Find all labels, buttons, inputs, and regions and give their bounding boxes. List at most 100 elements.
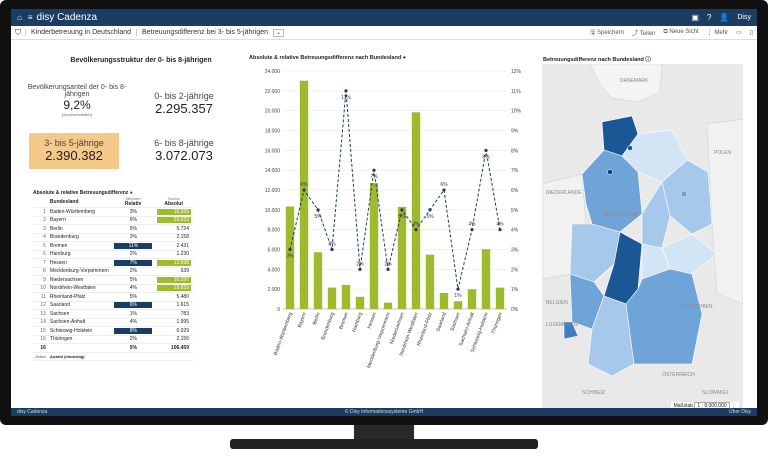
col-rel-header[interactable]: Mittelwert Relativ <box>111 197 155 208</box>
bar <box>495 287 505 309</box>
map-title: Betreuungsdifferenz nach Bundesland ⓘ <box>543 57 651 63</box>
table-row[interactable]: 13 Sachsen 1% 783 <box>33 309 193 319</box>
new-view-icon: ⧉ <box>663 29 668 35</box>
rows-label: Zeilen <box>33 352 48 361</box>
row-number: 16 <box>33 335 48 344</box>
share-button[interactable]: ⤴ Teilen <box>632 31 656 37</box>
germany-map[interactable]: DANEMARK POLEN NIEDERLANDE DEUTSCHLAND BELGI… <box>542 64 743 412</box>
point-label: 5% <box>426 214 434 220</box>
row-rel: 5% <box>111 275 155 285</box>
y-tick-label: 0 <box>277 307 280 313</box>
chevron-down-icon[interactable]: ⌄ <box>272 28 284 37</box>
table-row[interactable]: 7 Hessen 7% 12.698 <box>33 258 193 268</box>
state-sachsen[interactable] <box>661 233 718 275</box>
row-state: Baden-Württemberg <box>47 207 112 217</box>
state-berlin[interactable] <box>680 190 688 198</box>
row-number: 15 <box>33 326 48 336</box>
row-state: Thüringen <box>47 335 112 344</box>
footer-left: disy Cadenza <box>17 409 48 415</box>
breadcrumb-project[interactable]: Kinderbetreuung in Deutschland <box>25 29 136 36</box>
info-icon[interactable]: ⓘ <box>645 57 651 63</box>
kpi-age-3-5-label: 3- bis 5-jährige <box>44 138 104 148</box>
x-tick-label: Hessen <box>366 311 378 329</box>
row-number: 13 <box>33 309 48 319</box>
row-abs: 2.158 <box>154 233 193 242</box>
table-row[interactable]: 14 Sachsen-Anhalt 4% 1.995 <box>33 318 193 327</box>
table-row[interactable]: 1 Baden-Württemberg 3% 10.335 <box>33 207 193 217</box>
y2-tick-label: 11% <box>511 89 521 95</box>
map-country-label: BELGIEN <box>546 300 568 306</box>
line-point <box>302 188 306 192</box>
row-rel: 5% <box>111 292 155 302</box>
breadcrumb-view[interactable]: Betreuungsdifferenz bei 3- bis 5-jährige… <box>136 29 273 36</box>
kpi-age-3-5[interactable]: 3- bis 5-jährige 2.390.382 <box>29 133 119 169</box>
table-row[interactable]: 9 Niedersachsen 5% 10.297 <box>33 275 193 285</box>
state-saarland[interactable] <box>563 321 579 340</box>
row-state: Sachsen-Anhalt <box>47 318 112 327</box>
line-point <box>330 247 334 252</box>
x-tick-label: Berlin <box>312 311 322 325</box>
row-abs: 2.156 <box>154 335 193 344</box>
more-button[interactable]: ⋮ Mehr <box>706 30 729 36</box>
table-row[interactable]: 4 Brandenburg 3% 2.158 <box>33 233 193 242</box>
col-abs-header[interactable]: Summe Absolut <box>154 197 193 208</box>
table-row[interactable]: 3 Berlin 5% 5.724 <box>33 224 193 234</box>
footer-about-link[interactable]: Über Disy <box>729 409 751 415</box>
line-point <box>484 148 488 152</box>
save-icon: 🖫 <box>590 29 596 36</box>
table-row[interactable]: 16 Thüringen 2% 2.156 <box>33 335 193 344</box>
table-row[interactable]: 12 Saarland 6% 1.615 <box>33 301 193 310</box>
col-state-header[interactable]: Bundesland <box>47 197 112 208</box>
top-bar: ⌂ ≡ disy Cadenza ▣ ? 👤 Disy <box>11 9 757 26</box>
total-abs: 106.459 <box>154 343 193 353</box>
table-row[interactable]: 15 Schleswig-Holstein 8% 6.029 <box>33 326 193 336</box>
y-tick-label: 16.000 <box>265 148 281 154</box>
menu-icon[interactable]: ≡ <box>27 12 33 22</box>
table-row[interactable]: 8 Mecklenburg-Vorpommern 2% 639 <box>33 267 193 276</box>
home-icon[interactable]: ⌂ <box>17 12 22 22</box>
map-country-label: SCHWEIZ <box>582 390 605 396</box>
kpi-share-value: 9,2% <box>63 98 91 112</box>
bar-line-chart: 0 2.000 4.000 6.000 8.000 10.000 12.000 14.000 1… <box>265 69 522 369</box>
map-country-label: POLEN <box>714 150 731 156</box>
row-number: 8 <box>33 267 48 276</box>
state-bayern[interactable] <box>625 268 703 365</box>
monitor-stand-base <box>230 439 538 449</box>
y2-tick-label: 10% <box>511 109 522 115</box>
point-label: 5% <box>314 214 322 220</box>
filter-icon[interactable]: ⛉ <box>15 27 21 37</box>
row-state: Rheinland-Pfalz <box>47 292 112 302</box>
bar <box>481 249 491 309</box>
kpi-age-0-2: 0- bis 2-jährige 2.295.357 <box>139 91 229 116</box>
row-number: 10 <box>33 284 48 293</box>
table-row[interactable]: 10 Nordrhein-Westfalen 4% 19.833 <box>33 284 193 293</box>
user-name[interactable]: Disy <box>737 14 751 21</box>
table-row[interactable]: 2 Bayern 6% 23.022 <box>33 216 193 225</box>
line-point <box>428 208 432 212</box>
map-canvas[interactable]: DANEMARK POLEN NIEDERLANDE DEUTSCHLAND BELGI… <box>542 64 743 412</box>
monitor-stand <box>354 425 414 439</box>
save-button[interactable]: 🖫 Speichern <box>590 29 625 36</box>
state-sachsen-anhalt[interactable] <box>641 181 671 249</box>
table-row[interactable]: 6 Hamburg 2% 1.230 <box>33 250 193 259</box>
map-country-label: DANEMARK <box>620 78 649 84</box>
y2-tick-label: 7% <box>511 168 519 174</box>
row-abs: 10.335 <box>154 207 193 217</box>
row-state: Schleswig-Holstein <box>47 326 112 336</box>
row-state: Brandenburg <box>47 233 112 242</box>
row-rel: 5% <box>111 224 155 234</box>
map-more-icon[interactable]: ⋮ <box>731 403 736 409</box>
new-view-button[interactable]: ⧉ Neue Sicht <box>663 29 699 35</box>
table-row[interactable]: 11 Rheinland-Pfalz 5% 5.480 <box>33 292 193 302</box>
bar <box>467 289 477 309</box>
sidebar-icon[interactable]: ▯ <box>749 30 753 36</box>
footer: disy Cadenza © Disy Informationssysteme … <box>11 408 757 416</box>
calendar-icon[interactable]: ▭ <box>736 30 742 36</box>
table-row[interactable]: 5 Bremen 11% 2.431 <box>33 241 193 251</box>
state-hamburg[interactable] <box>627 145 633 151</box>
line-point <box>442 188 446 192</box>
help-icon[interactable]: ? <box>706 12 712 22</box>
point-label: 3% <box>328 242 336 248</box>
apps-icon[interactable]: ▣ <box>691 12 699 22</box>
state-bremen[interactable] <box>607 169 613 175</box>
